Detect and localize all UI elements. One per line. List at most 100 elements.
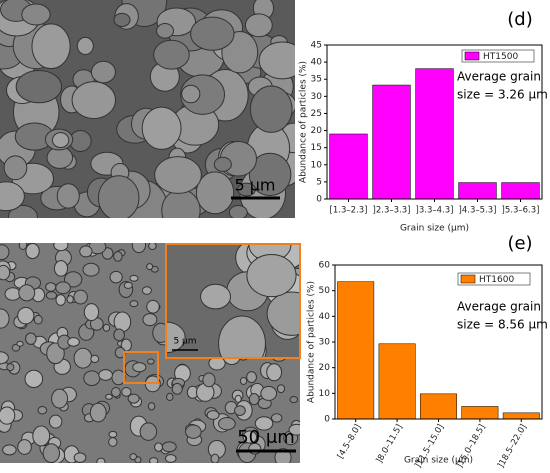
grain [276,384,286,394]
grain [73,347,93,369]
grain [246,371,257,384]
grain [190,16,235,51]
grain [4,287,22,301]
x-axis-label: Grain size (μm) [400,224,469,234]
bar [501,182,540,200]
legend-label: HT1600 [479,275,514,285]
legend-swatch [464,51,480,61]
grain [270,413,283,423]
y-tick-label: 5 [316,177,322,187]
grain [42,443,60,463]
bar [415,68,454,200]
grain [0,264,11,281]
grain [266,291,300,336]
grain [90,354,100,364]
annotation: Average grain [457,70,541,84]
bar [372,84,411,200]
grain [121,387,132,397]
grain [165,392,174,402]
grain-layer [0,0,295,218]
x-tick-label: ]2.3–3.3] [373,206,411,216]
y-tick-label: 20 [311,126,323,136]
grain [146,358,155,365]
y-tick-label: 50 [319,286,331,296]
grain [113,328,125,342]
grain [66,295,74,304]
grain [146,299,160,314]
annotation: Average grain [457,300,541,314]
grain [25,332,37,345]
bar [502,412,540,420]
y-axis-label: Abundance of particles (%) [307,281,317,403]
y-tick-label: 20 [319,363,331,373]
grain [248,152,292,197]
grain [55,294,66,306]
x-axis-label: Grain size (μm) [404,456,473,466]
grain [111,369,126,386]
grain [195,171,235,215]
inset-frame [165,243,301,359]
grain [71,81,117,120]
grain [139,422,158,441]
y-tick-label: 45 [311,41,322,51]
grain [83,370,101,387]
grain [0,351,9,365]
grain [33,314,43,325]
grain [142,313,158,327]
grain [56,183,80,209]
grain [129,453,138,461]
grain [132,362,147,373]
grain [206,410,220,420]
grain [2,444,17,456]
bar [337,281,375,420]
plot-frame [326,44,543,200]
grain [48,414,63,429]
grain [31,23,71,70]
grain [254,416,274,431]
grain [288,423,300,436]
grain [249,85,293,133]
grain [153,39,190,70]
bar [461,406,499,420]
x-tick-label: [4.5–8.0] [336,423,364,461]
grain [21,3,51,26]
y-tick-label: 60 [319,261,331,271]
grain [79,245,93,258]
scale-bar-label: 5 μm [234,176,275,195]
grain [113,12,131,28]
legend-box [457,272,531,286]
grain [0,406,16,425]
grain [51,132,70,149]
grain [51,388,69,409]
grain [0,308,10,329]
grain [234,394,242,403]
y-axis-label: Abundance of particles (%) [299,61,309,183]
grain [248,392,260,406]
grain [181,84,201,104]
grain-layer [166,244,300,358]
grain [185,424,202,439]
grain [76,36,94,55]
grain [0,181,25,212]
grain [141,106,182,150]
grain [96,457,106,463]
x-tick-label: [1.3–2.3] [330,206,368,216]
grain [123,281,133,289]
y-tick-label: 15 [311,143,322,153]
grain [213,156,232,172]
bar [458,182,497,200]
grain [25,243,40,260]
grain [154,156,202,194]
grain [97,175,140,218]
x-tick-label: ]3.3–4.3] [416,206,454,216]
grain [127,393,140,404]
grain [24,369,44,389]
grain [0,244,10,261]
grain [90,60,116,84]
annotation: size = 3.26 μm [457,88,548,102]
grain [46,342,65,365]
grain [102,323,111,332]
grain [234,405,246,416]
grain [171,382,183,395]
